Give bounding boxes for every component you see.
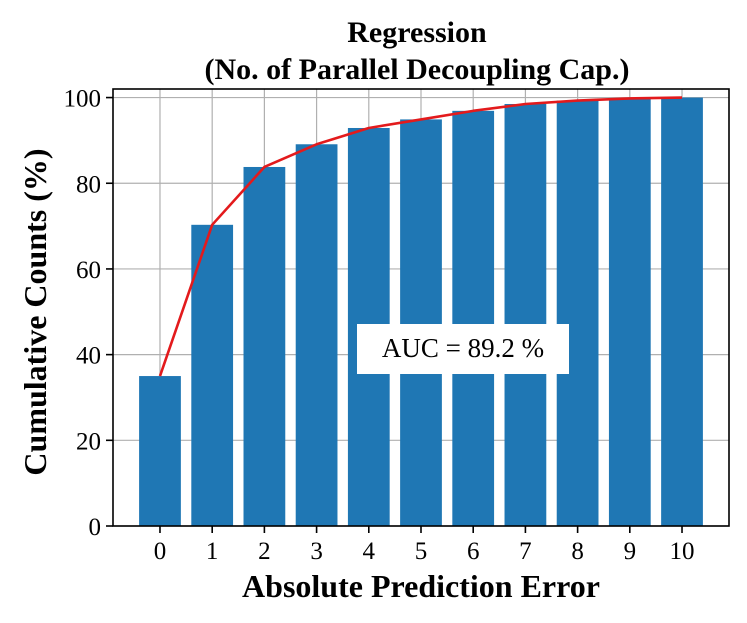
auc-annotation-box — [357, 324, 569, 374]
bar-1 — [191, 224, 234, 526]
cumulative-line — [158, 96, 683, 377]
x-tick-label-3: 3 — [310, 538, 323, 565]
bar-5 — [400, 119, 442, 526]
x-tick-label-5: 5 — [415, 538, 428, 565]
auc-annotation-text: AUC = 89.2 % — [382, 333, 544, 363]
bars — [139, 97, 703, 527]
auc-annotation: AUC = 89.2 % — [357, 324, 569, 374]
bar-8 — [556, 100, 599, 526]
x-tick-label-2: 2 — [258, 538, 271, 565]
x-tick-label-9: 9 — [624, 538, 637, 565]
y-tick-label-60: 60 — [76, 257, 101, 284]
bar-0 — [139, 376, 181, 526]
x-tick-label-6: 6 — [467, 538, 480, 565]
x-tick-label-1: 1 — [206, 538, 219, 565]
bar-2 — [243, 166, 286, 527]
y-tick-label-20: 20 — [76, 428, 101, 455]
x-tick-label-8: 8 — [571, 538, 584, 565]
y-tick-label-40: 40 — [76, 343, 101, 370]
x-axis-label: Absolute Prediction Error — [242, 568, 600, 604]
x-tick-label-10: 10 — [670, 538, 695, 565]
y-axis-label: Cumulative Counts (%) — [17, 148, 53, 475]
chart-title-line2: (No. of Parallel Decoupling Cap.) — [205, 53, 630, 86]
cumulative-line-layer — [158, 96, 683, 377]
bar-10 — [661, 97, 703, 526]
x-tick-label-4: 4 — [363, 538, 376, 565]
y-tick-label-80: 80 — [76, 171, 101, 198]
bar-3 — [295, 144, 338, 527]
x-tick-label-7: 7 — [519, 538, 532, 565]
x-tick-label-0: 0 — [154, 538, 167, 565]
bar-6 — [452, 110, 495, 526]
y-tick-label-100: 100 — [64, 86, 102, 113]
bar-9 — [608, 98, 651, 527]
chart-title-line1: Regression — [347, 16, 487, 49]
y-tick-label-0: 0 — [89, 514, 102, 541]
bar-7 — [504, 103, 547, 527]
